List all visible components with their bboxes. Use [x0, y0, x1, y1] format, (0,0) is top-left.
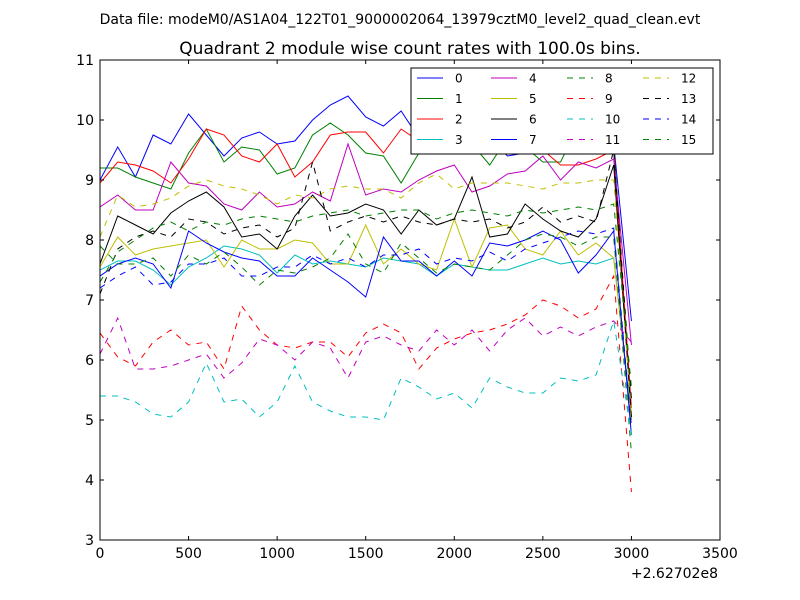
legend-label-10: 10 — [605, 113, 620, 127]
x-tick-label-2500: 2500 — [525, 546, 561, 562]
x-tick-label-3000: 3000 — [614, 546, 650, 562]
y-tick-label-10: 10 — [76, 113, 94, 129]
series-line-10 — [100, 320, 632, 436]
series-line-7 — [100, 229, 632, 436]
y-tick-label-4: 4 — [85, 473, 94, 489]
legend-box — [410, 67, 714, 155]
legend-label-3: 3 — [455, 133, 463, 147]
series-line-15 — [100, 203, 632, 388]
series-line-3 — [100, 245, 632, 418]
legend-label-1: 1 — [455, 92, 463, 106]
y-tick-label-8: 8 — [85, 233, 94, 249]
x-axis-offset-label: +2.62702e8 — [631, 566, 718, 582]
legend-label-2: 2 — [455, 113, 463, 127]
series-line-9 — [100, 274, 632, 493]
series-line-5 — [100, 217, 632, 424]
series-line-13 — [100, 149, 632, 400]
x-tick-label-2000: 2000 — [436, 546, 472, 562]
y-tick-label-7: 7 — [85, 293, 94, 309]
series-line-14 — [100, 227, 632, 430]
x-tick-label-1000: 1000 — [259, 546, 295, 562]
x-tick-label-3500: 3500 — [702, 546, 738, 562]
legend-label-12: 12 — [681, 72, 696, 86]
series-line-11 — [100, 316, 632, 380]
legend-label-15: 15 — [681, 133, 696, 147]
axis-ticks — [99, 59, 721, 541]
figure-suptitle: Data file: modeM0/AS1A04_122T01_90000020… — [100, 12, 701, 28]
x-tick-label-500: 500 — [175, 546, 202, 562]
y-tick-label-3: 3 — [85, 533, 94, 549]
x-tick-label-0: 0 — [96, 546, 105, 562]
series-line-6 — [100, 164, 632, 418]
plot-lines — [100, 95, 632, 493]
y-tick-label-11: 11 — [76, 53, 94, 69]
y-tick-label-5: 5 — [85, 413, 94, 429]
y-tick-label-6: 6 — [85, 353, 94, 369]
legend-label-4: 4 — [529, 72, 537, 86]
legend-label-11: 11 — [605, 133, 620, 147]
legend-label-0: 0 — [455, 72, 463, 86]
y-tick-label-9: 9 — [85, 173, 94, 189]
x-tick-label-1500: 1500 — [348, 546, 384, 562]
legend-label-14: 14 — [681, 113, 696, 127]
series-line-12 — [100, 173, 632, 415]
legend-label-5: 5 — [529, 92, 537, 106]
legend-label-7: 7 — [529, 133, 537, 147]
series-line-1 — [100, 122, 632, 421]
series-line-8 — [100, 233, 632, 454]
series-line-4 — [100, 142, 632, 346]
legend-label-6: 6 — [529, 113, 537, 127]
legend-label-8: 8 — [605, 72, 613, 86]
legend-label-9: 9 — [605, 92, 613, 106]
legend-label-13: 13 — [681, 92, 696, 106]
chart-title: Quadrant 2 module wise count rates with … — [179, 39, 640, 59]
